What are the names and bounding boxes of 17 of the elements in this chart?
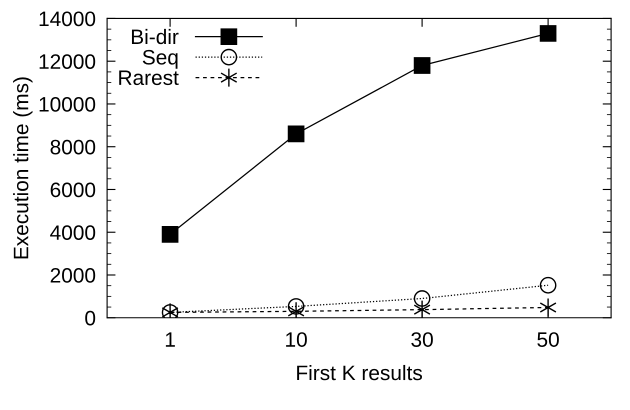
x-axis-title: First K results [297, 364, 422, 380]
y-tick-label: 14000 [40, 11, 96, 26]
y-tick-label: 10000 [40, 96, 96, 112]
legend-label: Seq [142, 50, 178, 69]
y-tick-label: 12000 [40, 54, 96, 69]
x-tick-label: 10 [286, 332, 307, 347]
y-tick-label: 6000 [50, 182, 96, 198]
y-tick-label: 4000 [50, 225, 96, 240]
legend-label: Rarest [119, 70, 179, 86]
y-axis-title: Execution time (ms) [13, 77, 32, 258]
y-tick-label: 2000 [50, 268, 96, 283]
x-tick-label: 50 [537, 332, 559, 347]
y-tick-label: 0 [85, 310, 96, 326]
x-tick-label: 30 [411, 332, 433, 347]
y-tick-label: 8000 [50, 140, 96, 154]
legend-label: Bi-dir [132, 28, 179, 44]
x-tick-label: 1 [166, 332, 175, 347]
